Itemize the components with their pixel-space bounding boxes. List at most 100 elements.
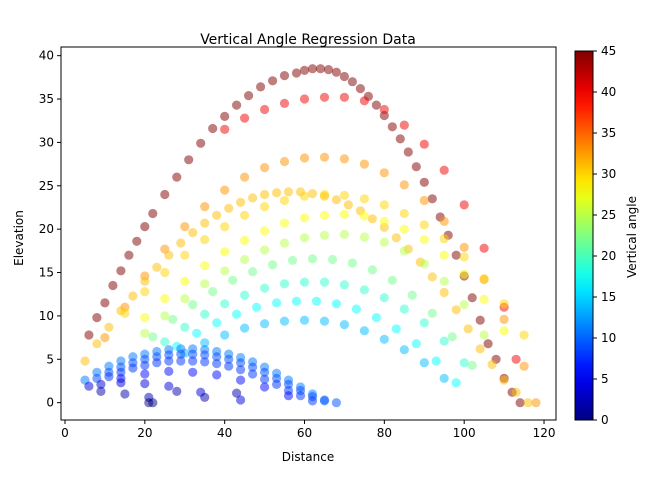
data-point: [208, 287, 218, 297]
data-point: [184, 155, 194, 165]
data-point: [279, 279, 290, 289]
data-point: [439, 336, 449, 346]
data-point: [399, 120, 409, 130]
data-point: [224, 361, 234, 371]
data-point: [268, 76, 278, 86]
colorbar-gradient: [574, 50, 594, 421]
data-point: [475, 315, 485, 325]
data-point: [164, 250, 174, 260]
data-point: [479, 294, 489, 304]
data-point: [379, 168, 389, 178]
data-point: [419, 358, 429, 368]
data-point: [339, 229, 349, 239]
data-point: [116, 378, 126, 388]
data-point: [427, 308, 437, 318]
data-point: [439, 216, 449, 226]
data-point: [419, 220, 429, 230]
data-point: [92, 313, 102, 323]
data-point: [299, 277, 310, 287]
data-point: [387, 275, 397, 285]
data-point: [359, 194, 369, 204]
data-point: [479, 243, 489, 253]
data-point: [152, 262, 162, 272]
colorbar-tick-label: 15: [601, 290, 616, 304]
data-point: [511, 387, 521, 397]
data-point: [371, 313, 381, 323]
data-point: [148, 398, 158, 408]
y-tick-label: 35: [39, 92, 54, 106]
x-tick-label: 0: [61, 426, 69, 440]
data-point: [200, 261, 210, 271]
data-point: [240, 290, 250, 300]
data-point: [427, 272, 437, 282]
data-point: [399, 345, 409, 355]
data-point: [188, 349, 198, 359]
data-point: [319, 395, 330, 405]
data-point: [160, 294, 170, 304]
data-point: [212, 352, 222, 362]
data-point: [299, 233, 310, 243]
y-axis: 0 5 10 15 20 25 30 35 40: [39, 49, 61, 410]
data-point: [319, 277, 330, 287]
y-tick-label: 10: [39, 309, 54, 323]
y-tick-label: 25: [39, 179, 54, 193]
data-point: [399, 208, 409, 219]
x-tick-label: 120: [533, 426, 556, 440]
data-point: [128, 363, 138, 373]
data-point: [451, 378, 461, 388]
data-point: [160, 311, 170, 321]
data-point: [431, 356, 441, 366]
data-point: [200, 392, 210, 402]
data-point: [180, 222, 190, 232]
data-point: [287, 255, 298, 265]
data-point: [319, 92, 330, 102]
data-point: [299, 153, 310, 163]
data-point: [359, 232, 369, 242]
data-point: [399, 180, 409, 190]
data-point: [200, 202, 210, 212]
colorbar-tick-label: 20: [601, 249, 616, 263]
data-point: [487, 359, 497, 370]
colorbar-tick-label: 25: [601, 208, 616, 222]
data-point: [411, 162, 421, 172]
data-point: [339, 280, 349, 290]
data-point: [236, 395, 246, 405]
data-point: [220, 185, 230, 195]
data-point: [140, 287, 150, 297]
data-point: [260, 374, 270, 384]
data-point: [379, 334, 389, 344]
data-point: [459, 242, 469, 252]
data-point: [519, 361, 529, 371]
data-point: [351, 304, 361, 314]
data-point: [367, 214, 377, 224]
data-point: [307, 64, 318, 74]
data-point: [200, 357, 210, 367]
data-point: [100, 333, 110, 343]
data-point: [403, 147, 413, 157]
plot-frame: [60, 46, 557, 421]
colorbar-tick-label: 5: [601, 372, 609, 386]
data-point: [319, 152, 330, 162]
data-point: [268, 260, 278, 270]
data-point: [519, 330, 529, 340]
data-point: [260, 163, 270, 173]
data-point: [347, 258, 357, 268]
data-point: [339, 190, 349, 200]
data-point: [160, 337, 170, 347]
data-point: [228, 275, 238, 285]
data-point: [283, 187, 294, 197]
data-point: [164, 356, 174, 366]
data-point: [419, 259, 429, 269]
data-point: [331, 67, 341, 77]
data-point: [279, 238, 290, 248]
y-tick-label: 15: [39, 266, 54, 280]
data-point: [399, 246, 409, 256]
data-point: [176, 349, 186, 359]
y-tick-label: 0: [46, 396, 54, 410]
data-point: [248, 267, 258, 277]
data-point: [279, 71, 290, 81]
data-point: [459, 358, 469, 368]
chart-title: Vertical Angle Regression Data: [200, 32, 416, 48]
data-point: [252, 302, 262, 312]
data-point: [200, 235, 210, 245]
